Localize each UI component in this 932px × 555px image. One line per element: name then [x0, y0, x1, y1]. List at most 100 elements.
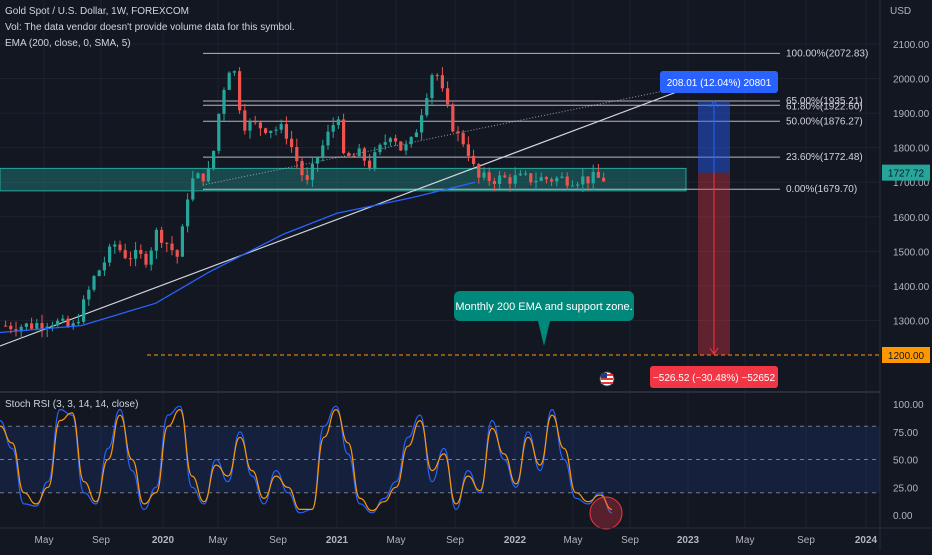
candle-down: [596, 171, 600, 178]
candle-up: [555, 177, 559, 182]
candle-up: [45, 326, 49, 329]
ema-legend[interactable]: EMA (200, close, 0, SMA, 5): [5, 38, 131, 49]
candle-up: [321, 145, 325, 158]
rsi-tick-label: 50.00: [893, 456, 918, 467]
callout-box: [454, 291, 634, 321]
candle-up: [581, 176, 585, 185]
candle-down: [305, 175, 309, 180]
candle-up: [180, 226, 184, 257]
candle-up: [108, 246, 112, 263]
fib-retracement[interactable]: 100.00%(2072.83) 65.00%(1935.21)61.80%(19…: [203, 48, 868, 195]
candle-up: [274, 129, 278, 131]
candle-up: [186, 199, 190, 227]
candle-up: [310, 163, 314, 180]
axis-layer: 2100.00 2000.00 1900.00 1800.00 1700.00 1600.…: [35, 40, 930, 546]
candle-up: [24, 323, 28, 327]
volume-legend: Vol: The data vendor doesn't provide vol…: [5, 22, 295, 33]
candle-up: [222, 89, 226, 114]
fib-level-label: 23.60%(1772.48): [786, 152, 863, 163]
ema-layer: [0, 181, 476, 334]
price-tick-label: 2100.00: [893, 40, 930, 51]
candle-down: [440, 75, 444, 89]
measure-up-badge: [660, 71, 778, 93]
candle-up: [217, 113, 221, 151]
trendline-layer[interactable]: [0, 83, 880, 356]
candle-up: [498, 175, 502, 184]
candle-up: [331, 124, 335, 132]
candle-down: [602, 177, 606, 182]
candle-up: [357, 148, 361, 157]
candle-down: [40, 323, 44, 329]
candle-down: [284, 124, 288, 139]
candle-down: [362, 148, 366, 161]
candle-down: [544, 177, 548, 180]
price-tick-label: 1300.00: [893, 316, 930, 327]
candle-up: [513, 175, 517, 184]
candle-down: [264, 128, 268, 133]
ascending-trendline: [0, 83, 699, 347]
candle-down: [258, 122, 262, 129]
candle-up: [373, 152, 377, 168]
time-tick-label: 2023: [677, 535, 700, 546]
candle-up: [71, 323, 75, 327]
candle-up: [576, 184, 580, 186]
support-zone-layer: [0, 167, 687, 192]
candle-up: [326, 131, 330, 146]
candle-down: [394, 138, 398, 142]
candle-down: [300, 161, 304, 176]
price-tick-label: 1800.00: [893, 144, 930, 155]
candle-down: [14, 329, 18, 332]
time-tick-label: 2020: [152, 535, 175, 546]
candle-up: [560, 176, 564, 178]
fib-level-label: 0.00%(1679.70): [786, 184, 857, 195]
measure-down-arrowhead: [709, 347, 719, 355]
candle-up: [212, 150, 216, 169]
support-zone: [0, 167, 687, 192]
stoch-rsi-legend[interactable]: Stoch RSI (3, 3, 14, 14, close): [5, 399, 138, 410]
time-tick-label: 2021: [326, 535, 349, 546]
candle-up: [248, 121, 252, 131]
price-tick-label: 1900.00: [893, 109, 930, 120]
symbol-legend[interactable]: Gold Spot / U.S. Dollar, 1W, FOREXCOM: [5, 6, 189, 17]
candle-down: [160, 229, 164, 243]
candles-layer: [4, 67, 606, 339]
candle-down: [352, 155, 356, 157]
candle-down: [586, 176, 590, 184]
candle-up: [232, 71, 236, 73]
callout-annotation[interactable]: Monthly 200 EMA and support zone.: [454, 291, 634, 346]
candle-down: [128, 258, 132, 260]
candle-down: [550, 179, 554, 182]
time-tick-label: Sep: [797, 535, 815, 546]
price-tick-label: 1400.00: [893, 282, 930, 293]
candle-down: [170, 243, 174, 251]
candle-up: [19, 326, 23, 332]
measure-up-arrowhead: [709, 100, 719, 108]
candle-down: [368, 160, 372, 168]
candle-down: [399, 141, 403, 151]
candle-up: [388, 138, 392, 143]
candle-up: [570, 185, 574, 187]
candle-down: [529, 173, 533, 183]
dotted-trendline: [202, 83, 699, 186]
candle-down: [456, 131, 460, 134]
candle-down: [123, 250, 127, 259]
time-tick-label: Sep: [446, 535, 464, 546]
candle-up: [524, 173, 528, 175]
price-range-measure[interactable]: 208.01 (12.04%) 20801 −526.52 (−30.48%) −…: [650, 71, 778, 388]
candle-down: [66, 318, 70, 327]
candle-up: [425, 98, 429, 116]
grid-layer: [0, 0, 880, 528]
rsi-tick-label: 25.00: [893, 483, 918, 494]
candle-down: [201, 173, 205, 182]
us-flag-icon[interactable]: [599, 371, 615, 387]
candle-down: [451, 104, 455, 132]
measure-down-label: −526.52 (−30.48%) −52652: [653, 373, 775, 384]
candle-up: [409, 136, 413, 145]
candle-down: [565, 176, 569, 186]
time-tick-label: Sep: [621, 535, 639, 546]
candle-up: [539, 177, 543, 181]
candle-up: [336, 119, 340, 125]
oversold-highlight: [589, 496, 623, 530]
